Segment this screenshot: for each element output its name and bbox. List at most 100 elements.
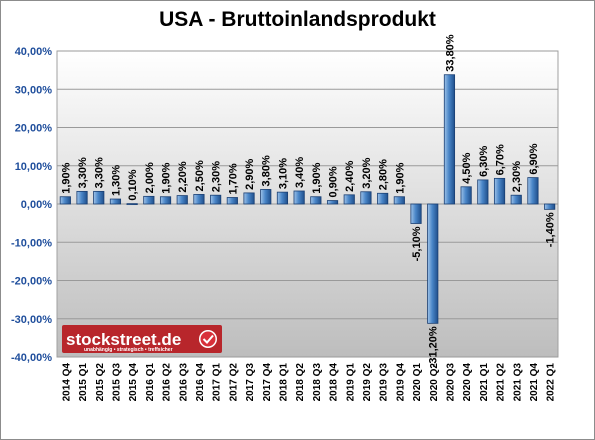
logo-wordmark: stockstreet.de bbox=[66, 330, 181, 349]
stockstreet-logo: stockstreet.de unabhängig • strategisch … bbox=[62, 325, 222, 353]
bar bbox=[243, 192, 255, 205]
data-label: 1,90% bbox=[161, 162, 173, 193]
x-tick-label: 2014 Q4 bbox=[61, 363, 72, 402]
data-label: 6,30% bbox=[478, 145, 490, 176]
data-label: 2,30% bbox=[211, 161, 223, 192]
y-tick-label: 20,00% bbox=[15, 123, 53, 135]
data-label: 2,00% bbox=[144, 162, 156, 193]
x-tick-label: 2017 Q2 bbox=[228, 363, 239, 402]
x-tick-label: 2018 Q1 bbox=[278, 363, 289, 402]
data-label: 6,70% bbox=[495, 144, 507, 175]
data-label: 3,30% bbox=[77, 157, 89, 188]
y-tick-label: -40,00% bbox=[11, 352, 52, 364]
data-label: 2,90% bbox=[244, 158, 256, 189]
y-tick-label: 40,00% bbox=[15, 46, 53, 58]
bar bbox=[109, 198, 122, 205]
y-tick-label: 0,00% bbox=[21, 199, 52, 211]
x-tick-label: 2016 Q4 bbox=[195, 363, 206, 402]
x-tick-label: 2015 Q4 bbox=[128, 363, 139, 402]
x-tick-label: 2022 Q1 bbox=[546, 363, 557, 402]
x-tick-label: 2021 Q4 bbox=[529, 363, 540, 402]
x-tick-label: 2019 Q3 bbox=[379, 363, 390, 402]
bar bbox=[510, 194, 522, 205]
x-tick-label: 2020 Q2 bbox=[429, 363, 440, 402]
bar bbox=[193, 194, 205, 205]
bar bbox=[176, 195, 188, 205]
bar bbox=[293, 190, 305, 205]
x-tick-label: 2021 Q3 bbox=[512, 363, 523, 402]
x-tick-label: 2016 Q1 bbox=[145, 363, 156, 402]
x-axis-labels: 2014 Q4 2015 Q1 2015 Q2 2015 Q3 2015 Q4 2016 … bbox=[61, 363, 556, 402]
x-tick-label: 2020 Q4 bbox=[462, 363, 473, 402]
data-label: 1,90% bbox=[394, 162, 406, 193]
data-label: 2,30% bbox=[511, 161, 523, 192]
logo-tagline: unabhängig • strategisch • treffsicher bbox=[84, 347, 173, 353]
x-tick-label: 2016 Q3 bbox=[178, 363, 189, 402]
bar bbox=[276, 191, 289, 205]
data-label: 2,40% bbox=[344, 160, 356, 191]
y-tick-label: -30,00% bbox=[11, 314, 52, 326]
data-label: 1,90% bbox=[311, 162, 323, 193]
x-tick-label: 2019 Q2 bbox=[362, 363, 373, 402]
data-label: 3,10% bbox=[277, 158, 289, 189]
x-tick-label: 2017 Q3 bbox=[245, 363, 256, 402]
y-tick-label: 30,00% bbox=[15, 84, 53, 96]
bar bbox=[443, 74, 456, 205]
bar bbox=[76, 190, 88, 205]
bar bbox=[477, 179, 489, 205]
logo-background bbox=[62, 325, 222, 353]
x-tick-label: 2015 Q3 bbox=[111, 363, 122, 402]
bar bbox=[544, 203, 556, 210]
bar bbox=[159, 196, 172, 205]
data-label: 1,30% bbox=[110, 165, 122, 196]
y-axis-labels: -40,00% -30,00% -20,00% -10,00% 0,00% 10,00% 2… bbox=[11, 46, 52, 364]
bar bbox=[93, 190, 105, 205]
bar bbox=[410, 203, 422, 224]
data-label: 33,80% bbox=[444, 34, 456, 72]
data-label: 0,10% bbox=[127, 169, 139, 200]
x-tick-label: 2019 Q1 bbox=[345, 363, 356, 402]
bar bbox=[460, 186, 472, 205]
data-label: 1,90% bbox=[60, 162, 72, 193]
bar bbox=[326, 200, 339, 205]
data-label: -5,10% bbox=[411, 226, 423, 261]
x-tick-label: 2016 Q2 bbox=[162, 363, 173, 402]
bar bbox=[427, 203, 439, 324]
bar bbox=[59, 196, 71, 205]
chart-title: USA - Bruttoinlandsprodukt bbox=[159, 8, 436, 31]
x-tick-label: 2021 Q1 bbox=[479, 363, 490, 402]
bar bbox=[143, 195, 155, 205]
x-tick-label: 2019 Q4 bbox=[395, 363, 406, 402]
x-tick-label: 2017 Q1 bbox=[212, 363, 223, 402]
y-tick-label: -20,00% bbox=[11, 276, 52, 288]
check-circle-icon bbox=[199, 330, 217, 348]
x-tick-label: 2018 Q2 bbox=[295, 363, 306, 402]
x-tick-label: 2015 Q2 bbox=[95, 363, 106, 402]
data-label: 3,20% bbox=[361, 157, 373, 188]
bar bbox=[210, 194, 222, 205]
x-tick-label: 2017 Q4 bbox=[262, 363, 273, 402]
bar bbox=[260, 189, 272, 205]
bar bbox=[527, 177, 539, 205]
bar bbox=[226, 197, 238, 205]
bars bbox=[59, 74, 556, 324]
bar bbox=[360, 191, 372, 205]
data-label: 6,90% bbox=[528, 143, 540, 174]
bar bbox=[493, 177, 506, 205]
data-label: 2,80% bbox=[378, 159, 390, 190]
bar bbox=[126, 203, 138, 206]
x-tick-label: 2018 Q3 bbox=[312, 363, 323, 402]
bar bbox=[310, 196, 322, 205]
x-tick-label: 2021 Q2 bbox=[496, 363, 507, 402]
gridlines bbox=[57, 50, 558, 358]
data-label: 3,30% bbox=[94, 157, 106, 188]
data-label: 3,80% bbox=[261, 155, 273, 186]
x-tick-label: 2020 Q3 bbox=[445, 363, 456, 402]
bar bbox=[343, 194, 355, 205]
data-label: 4,50% bbox=[461, 152, 473, 183]
x-tick-label: 2015 Q1 bbox=[78, 363, 89, 402]
data-label: 2,20% bbox=[177, 161, 189, 192]
data-label: 3,40% bbox=[294, 157, 306, 188]
data-labels: 1,90% 3,30% 3,30% 1,30% 0,10% 2,00% 1,90% 2,20%… bbox=[60, 34, 556, 367]
